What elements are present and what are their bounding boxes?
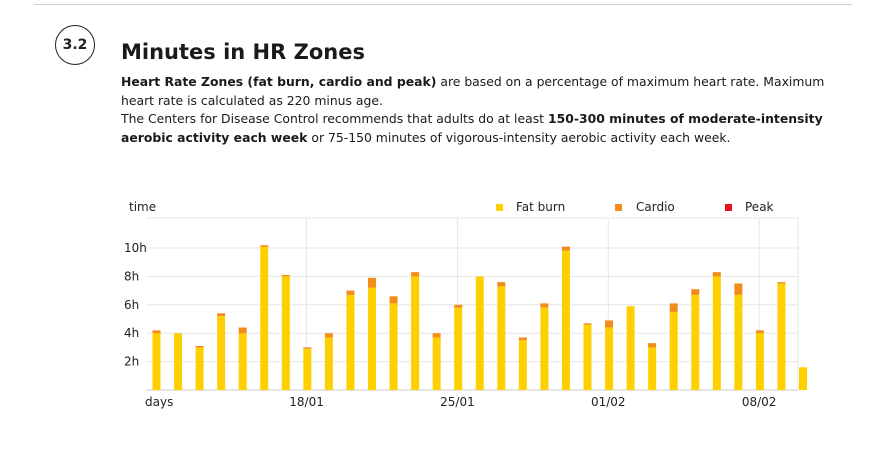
bar-cardio (712, 272, 721, 277)
x-tick-label: 18/01 (289, 395, 324, 409)
bar-fat-burn (389, 303, 398, 390)
description-text-2: The Centers for Disease Control recommen… (121, 111, 548, 126)
bar-fat-burn (583, 324, 592, 390)
bar-fat-burn (238, 333, 247, 390)
bar-fat-burn (260, 246, 269, 390)
bar-cardio (518, 337, 527, 341)
bar-cardio (432, 333, 441, 338)
bar-cardio (648, 343, 657, 348)
bar-cardio (324, 333, 333, 338)
x-tick-label: 25/01 (440, 395, 475, 409)
bar-fat-burn (152, 333, 161, 390)
bar-cardio (561, 246, 570, 251)
bar-cardio (454, 304, 463, 308)
bar-cardio (346, 290, 355, 295)
description: Heart Rate Zones (fat burn, cardio and p… (121, 73, 856, 147)
y-tick-label: 10h (124, 241, 147, 255)
legend-label: Peak (745, 200, 774, 214)
bar-fat-burn (605, 327, 614, 390)
top-divider (34, 4, 852, 5)
bar-cardio (217, 313, 226, 317)
section-number-badge: 3.2 (55, 25, 95, 65)
bar-fat-burn (648, 347, 657, 390)
x-axis-title: days (145, 395, 173, 409)
x-tick-label: 08/02 (742, 395, 777, 409)
bar-cardio (691, 289, 700, 295)
bar-fat-burn (432, 337, 441, 390)
bar-cardio (281, 274, 290, 277)
legend-label: Fat burn (516, 200, 565, 214)
bar-fat-burn (217, 316, 226, 390)
bar-fat-burn (324, 337, 333, 390)
page-title: Minutes in HR Zones (121, 40, 365, 64)
bar-cardio (734, 283, 743, 295)
bar-cardio (777, 282, 786, 284)
bar-fat-burn (281, 276, 290, 390)
bar-fat-burn (777, 283, 786, 390)
bar-cardio (389, 296, 398, 304)
bar-cardio (195, 345, 204, 348)
bar-fat-burn (691, 294, 700, 390)
bar-fat-burn (174, 333, 183, 390)
bar-fat-burn (411, 276, 420, 390)
bar-cardio (368, 277, 376, 288)
y-axis-title: time (129, 200, 156, 214)
bar-fat-burn (712, 276, 721, 390)
y-tick-label: 4h (124, 326, 139, 340)
y-tick-label: 8h (124, 269, 139, 283)
bar-cardio (540, 303, 549, 308)
legend-swatch (496, 204, 503, 211)
bar-fat-burn (346, 294, 355, 390)
bar-cardio (152, 330, 161, 334)
bar-fat-burn (540, 307, 549, 390)
bar-cardio (411, 272, 420, 277)
bar-fat-burn (195, 347, 204, 390)
description-text-1: are based on a percentage of maximum hea… (121, 74, 825, 108)
bar-fat-burn (799, 367, 807, 390)
legend-label: Cardio (636, 200, 675, 214)
bar-cardio (669, 303, 678, 312)
description-bold-1: Heart Rate Zones (fat burn, cardio and p… (121, 74, 437, 89)
bar-fat-burn (518, 340, 527, 390)
bar-fat-burn (755, 333, 764, 390)
x-tick-label: 01/02 (591, 395, 626, 409)
bar-cardio (238, 327, 247, 334)
bar-fat-burn (454, 307, 463, 390)
bar-fat-burn (669, 311, 678, 390)
legend-swatch (725, 204, 732, 211)
bar-fat-burn (626, 306, 635, 390)
y-tick-label: 6h (124, 298, 139, 312)
bar-fat-burn (561, 250, 570, 390)
bar-fat-burn (303, 348, 312, 390)
bar-fat-burn (734, 294, 743, 390)
bar-cardio (755, 330, 764, 334)
bar-fat-burn (497, 286, 506, 390)
bar-cardio (497, 282, 506, 287)
description-text-3: or 75-150 minutes of vigorous-intensity … (307, 129, 731, 145)
legend-swatch (615, 204, 622, 211)
bar-cardio (583, 323, 592, 325)
bar-cardio (605, 320, 614, 328)
bar-cardio (260, 245, 269, 247)
bar-fat-burn (368, 287, 376, 390)
y-tick-label: 2h (124, 355, 139, 369)
description-bold-2: 150-300 minutes of moderate-intensity ae… (121, 111, 823, 145)
bar-fat-burn (475, 276, 484, 390)
bar-cardio (303, 347, 312, 349)
